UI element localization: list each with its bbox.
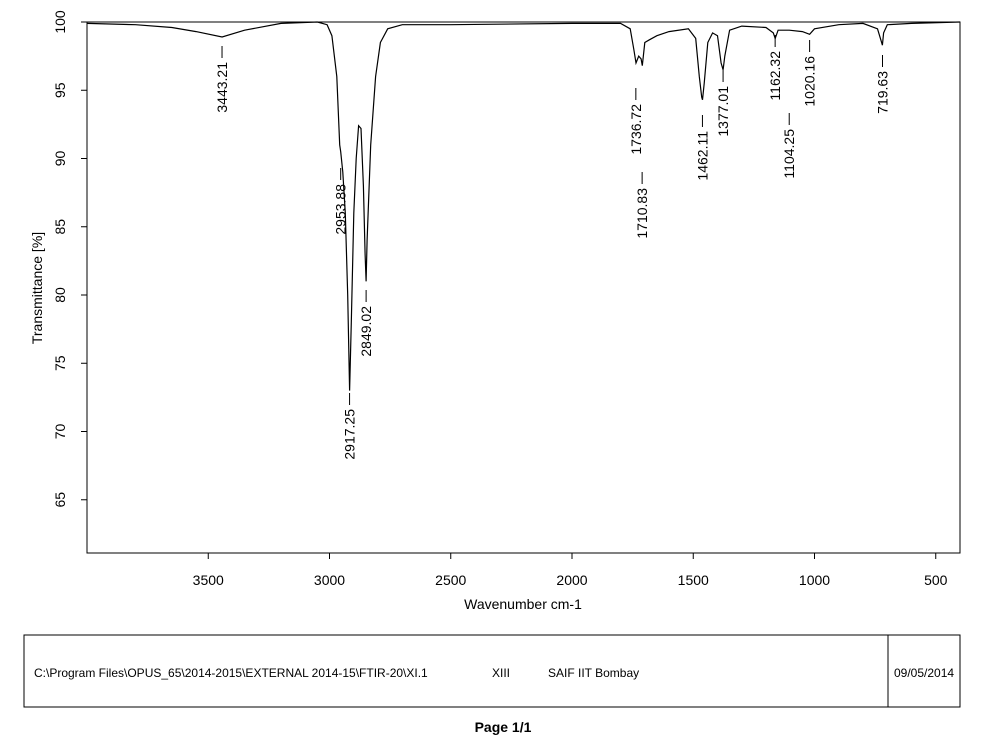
footer-path: C:\Program Files\OPUS_65\2014-2015\EXTER… [34,666,428,680]
x-tick-label: 3000 [314,572,345,588]
footer-sample: XIII [492,666,510,680]
footer-box [23,634,961,708]
peak-label: 1736.72 [628,104,644,155]
x-tick-label: 2000 [556,572,587,588]
peak-label: 1162.32 [767,51,783,101]
peak-label: 719.63 [874,71,890,114]
peak-label: 2953.88 [333,184,349,235]
x-axis-label: Wavenumber cm-1 [464,596,582,612]
peak-label: 3443.21 [214,62,230,113]
x-tick-label: 1500 [678,572,709,588]
peak-label: 1104.25 [781,129,797,179]
peak-label: 1377.01 [715,86,731,137]
y-tick-label: 70 [52,424,68,440]
peak-label: 1462.11 [694,131,710,181]
x-tick-label: 2500 [435,572,466,588]
y-tick-label: 85 [52,219,68,235]
y-tick-label: 95 [52,82,68,98]
x-tick-label: 1000 [799,572,830,588]
y-tick-label: 90 [52,151,68,167]
plot-frame [86,21,961,554]
peak-label: 1020.16 [802,56,818,107]
y-tick-label: 80 [52,287,68,303]
peak-label: 1710.83 [634,188,650,239]
y-tick-label: 65 [52,492,68,508]
peak-label: 2849.02 [358,306,374,357]
x-tick-label: 500 [924,572,948,588]
x-tick-label: 3500 [193,572,224,588]
spectrum-line [86,21,961,391]
footer-lab: SAIF IIT Bombay [548,666,639,680]
y-axis-label: Transmittance [%] [29,232,45,344]
footer-date: 09/05/2014 [894,666,954,680]
page-number: Page 1/1 [475,719,532,735]
peak-label: 2917.25 [342,409,358,460]
y-tick-label: 100 [52,10,68,34]
y-tick-label: 75 [52,355,68,371]
